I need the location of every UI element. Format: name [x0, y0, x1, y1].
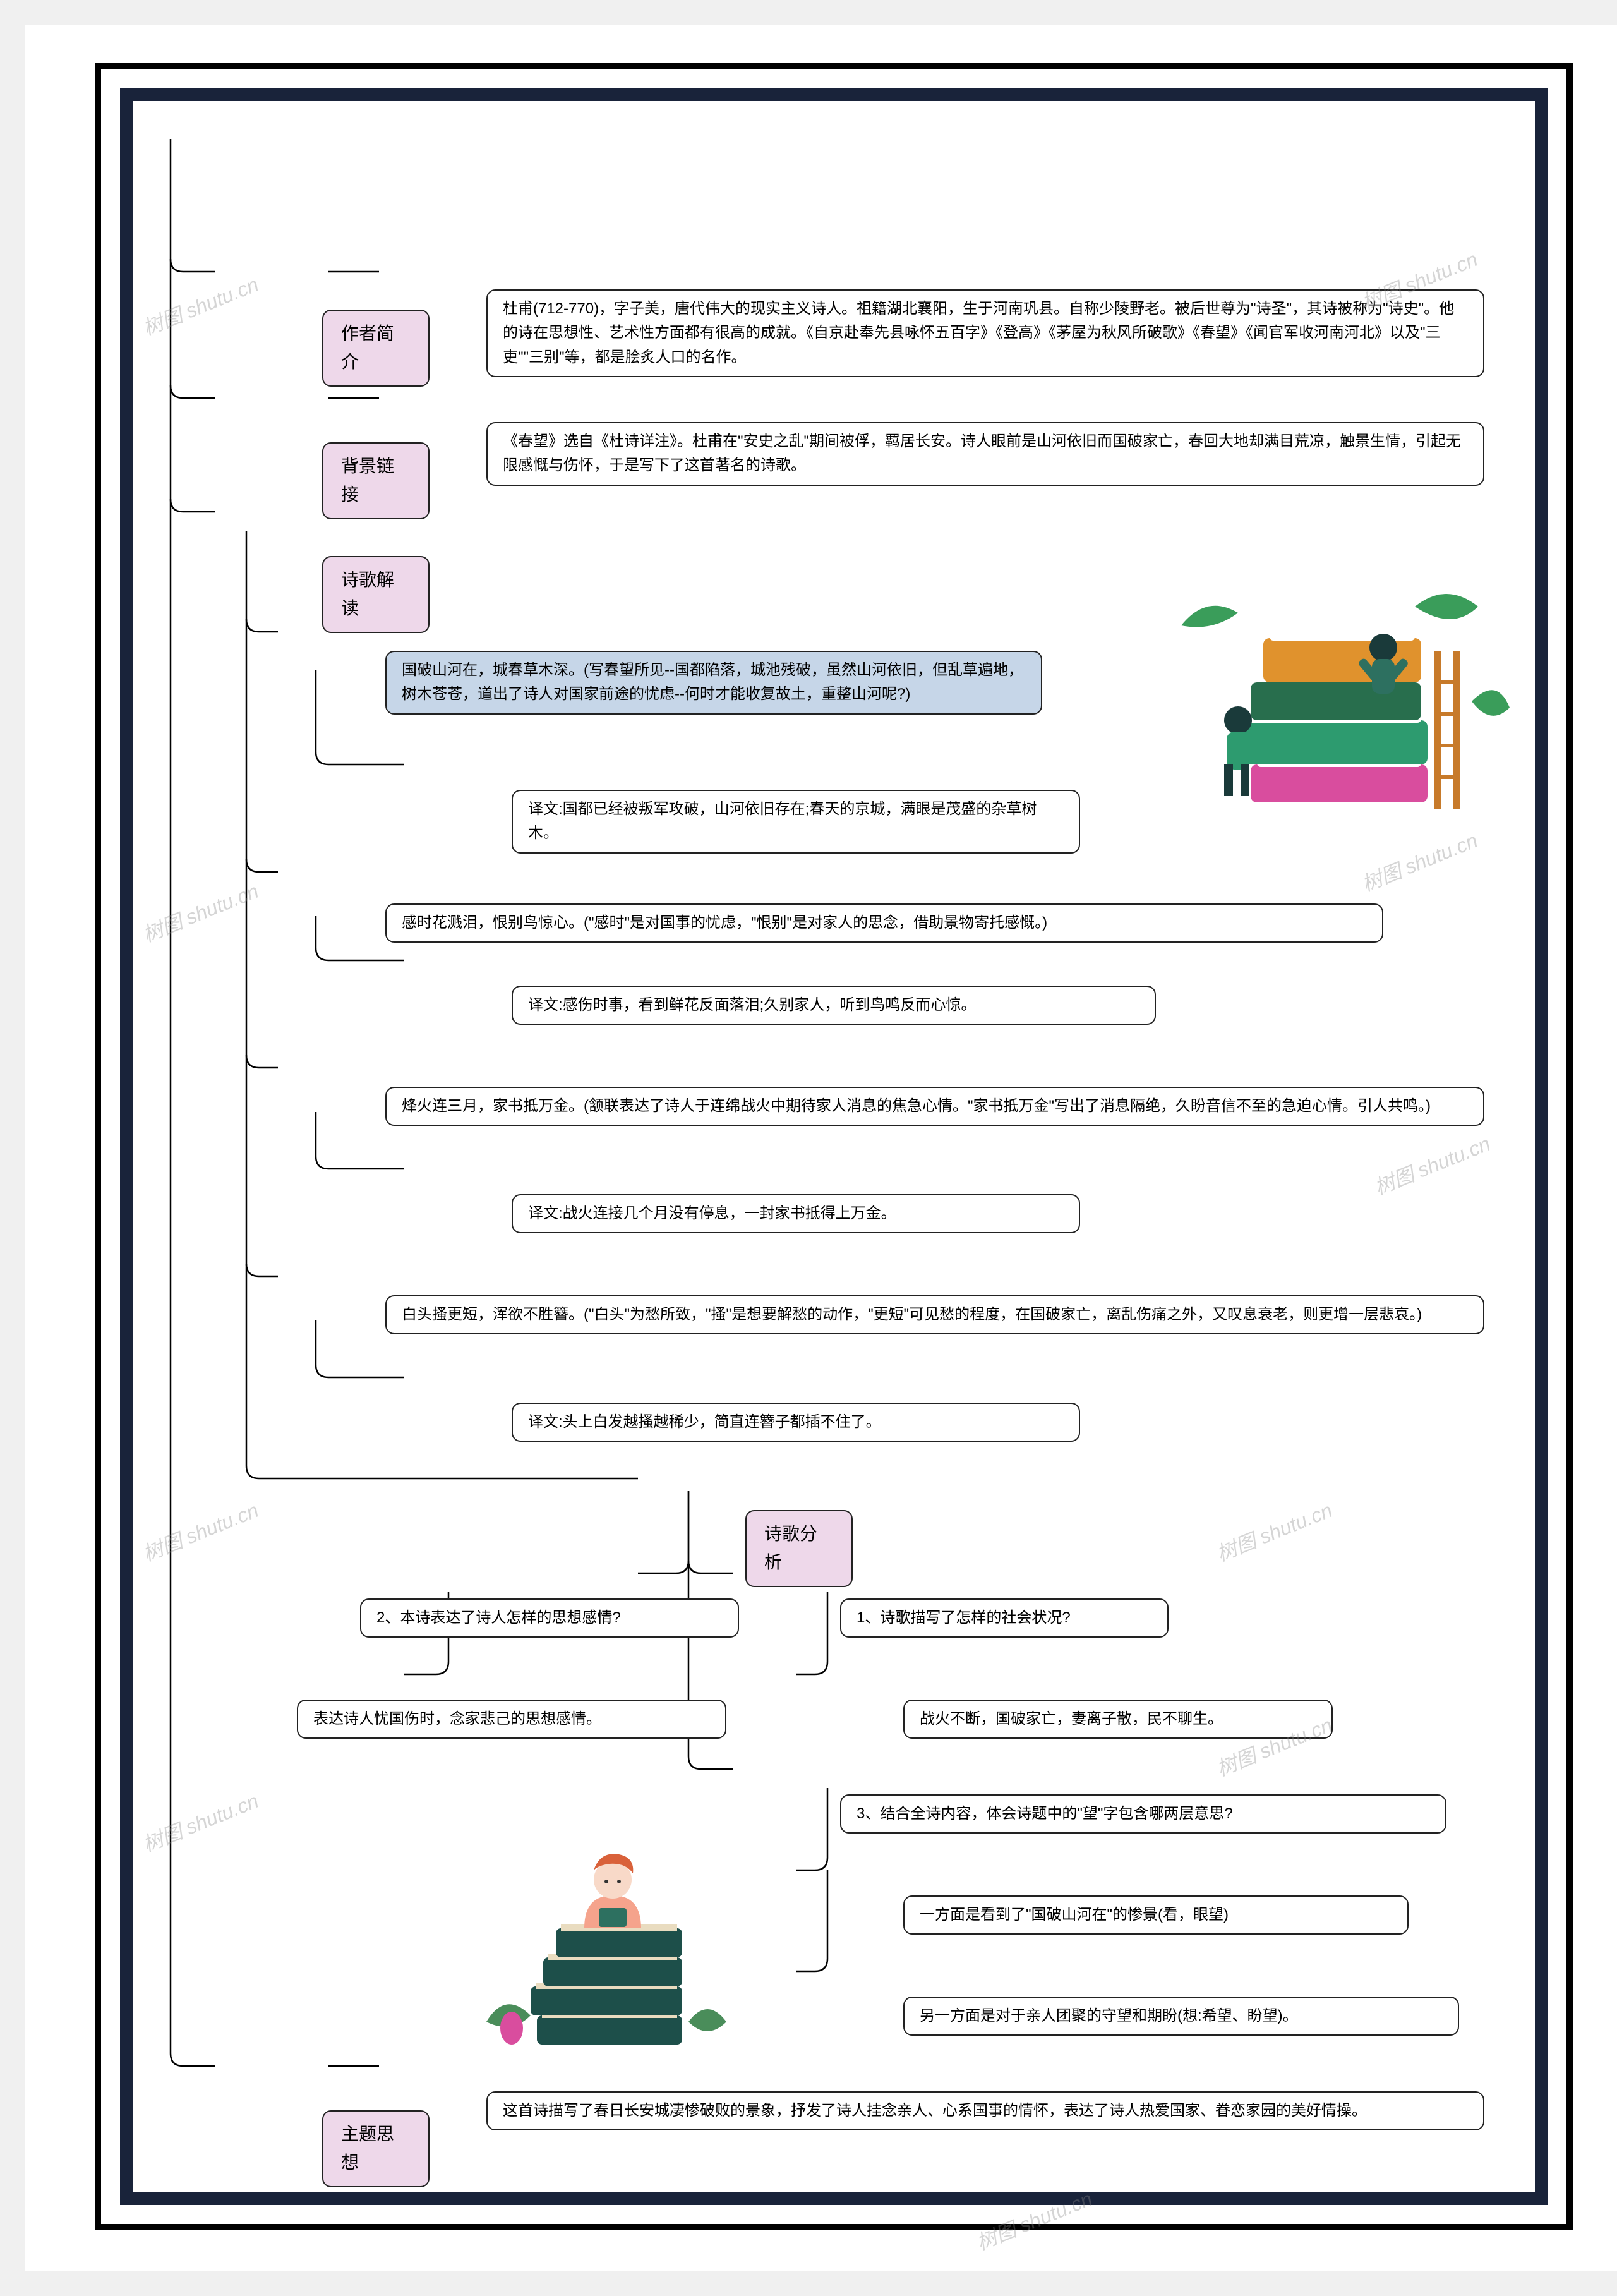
analysis-label: 诗歌分析 [745, 1510, 853, 1587]
books-illustration [1156, 588, 1510, 853]
author-label: 作者简介 [322, 310, 430, 387]
canvas: 语文八年级上册第二十四课诗词五首《春望》课堂笔记 [25, 25, 1617, 2271]
theme-label: 主题思想 [322, 2110, 430, 2187]
verse1-tr: 译文:国都已经被叛军攻破，山河依旧存在;春天的京城，满眼是茂盛的杂草树木。 [512, 790, 1080, 854]
child-books-illustration [474, 1832, 739, 2072]
verse2-tr: 译文:感伤时事，看到鲜花反面落泪;久别家人，听到鸟鸣反而心惊。 [512, 986, 1156, 1025]
q2: 2、本诗表达了诗人怎样的思想感情? [360, 1598, 739, 1638]
bg-body: 《春望》选自《杜诗详注》。杜甫在"安史之乱"期间被俘，羁居长安。诗人眼前是山河依… [486, 422, 1484, 486]
verse2: 感时花溅泪，恨别鸟惊心。("感时"是对国事的忧虑，"恨别"是对家人的思念，借助景… [385, 903, 1383, 943]
verse4: 白头搔更短，浑欲不胜簪。("白头"为愁所致，"搔"是想要解愁的动作，"更短"可见… [385, 1295, 1484, 1334]
a2: 表达诗人忧国伤时，念家悲己的思想感情。 [297, 1700, 726, 1739]
verse1: 国破山河在，城春草木深。(写春望所见--国都陷落，城池残破，虽然山河依旧，但乱草… [385, 651, 1042, 715]
page-title: 语文八年级上册第二十四课诗词五首《春望》课堂笔记 [133, 111, 1535, 147]
child-icon [584, 1854, 641, 1928]
verse4-tr: 译文:头上白发越搔越稀少，简直连簪子都插不住了。 [512, 1403, 1080, 1442]
q3: 3、结合全诗内容，体会诗题中的"望"字包含哪两层意思? [840, 1794, 1446, 1834]
verse3: 烽火连三月，家书抵万金。(颔联表达了诗人于连绵战火中期待家人消息的焦急心情。"家… [385, 1087, 1484, 1126]
a1: 战火不断，国破家亡，妻离子散，民不聊生。 [903, 1700, 1333, 1739]
author-body: 杜甫(712-770)，字子美，唐代伟大的现实主义诗人。祖籍湖北襄阳，生于河南巩… [486, 289, 1484, 377]
a3a: 一方面是看到了"国破山河在"的惨景(看，眼望) [903, 1895, 1409, 1935]
verse3-tr: 译文:战火连接几个月没有停息，一封家书抵得上万金。 [512, 1194, 1080, 1233]
a3b: 另一方面是对于亲人团聚的守望和期盼(想:希望、盼望)。 [903, 1997, 1459, 2036]
poem-label: 诗歌解读 [322, 556, 430, 633]
bg-label: 背景链接 [322, 442, 430, 519]
content-area [133, 101, 1535, 2192]
q1: 1、诗歌描写了怎样的社会状况? [840, 1598, 1169, 1638]
person-icon [1224, 706, 1252, 796]
theme-body: 这首诗描写了春日长安城凄惨破败的景象，抒发了诗人挂念亲人、心系国事的情怀，表达了… [486, 2091, 1484, 2130]
